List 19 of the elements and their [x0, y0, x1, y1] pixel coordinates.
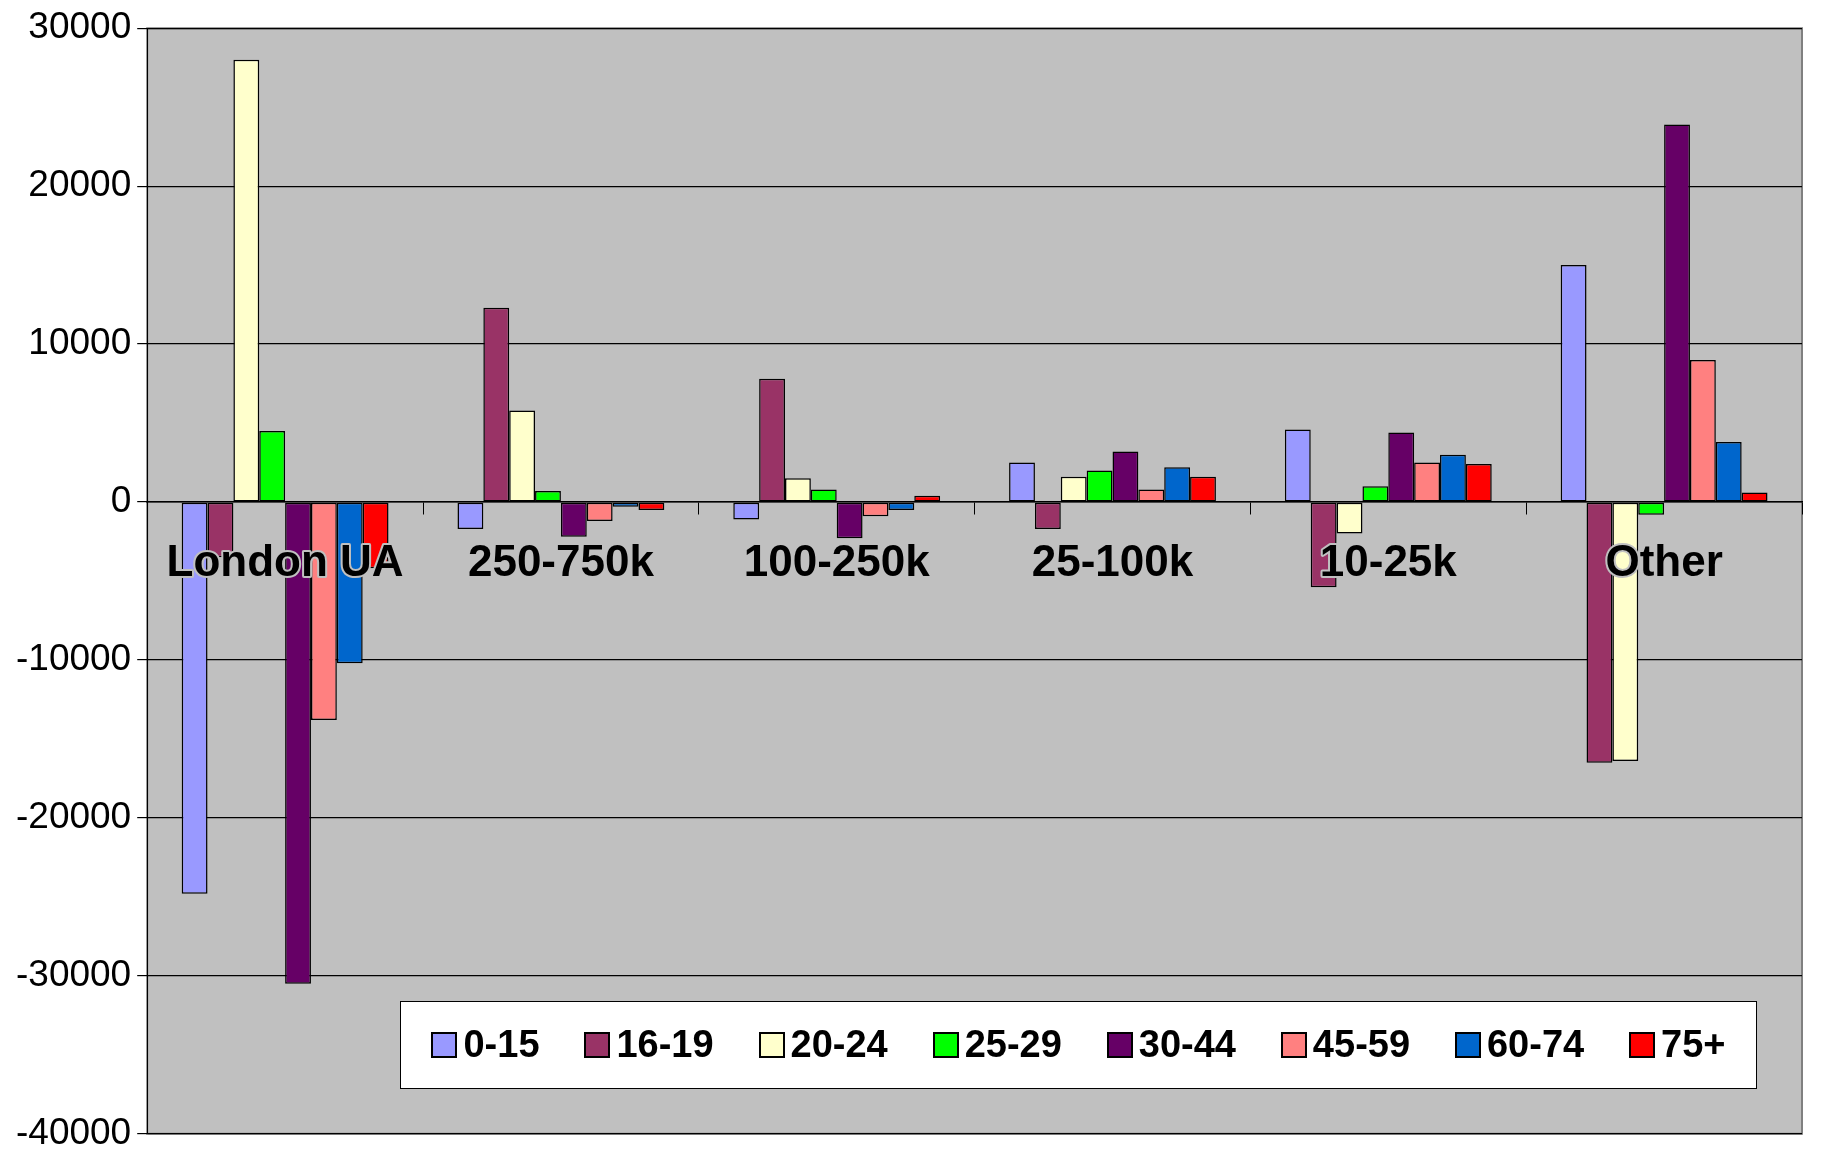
legend-label: 30-44	[1138, 1023, 1236, 1067]
legend-label: 45-59	[1312, 1023, 1411, 1067]
x-tick-label: 100-250k	[743, 536, 931, 586]
y-tick-label: 20000	[28, 163, 132, 205]
y-tick-label: -20000	[15, 795, 132, 837]
y-tick-label: 10000	[28, 321, 132, 363]
y-tick-label: 30000	[28, 5, 132, 47]
legend-label: 25-29	[964, 1023, 1062, 1067]
legend-label: 60-74	[1486, 1023, 1585, 1067]
legend-label: 20-24	[790, 1023, 888, 1067]
y-tick-label: -30000	[15, 953, 132, 995]
x-tick-label: 25-100k	[1031, 536, 1194, 586]
legend-label: 75+	[1661, 1023, 1726, 1067]
legend-label: 0-15	[463, 1023, 540, 1067]
legend-label: 16-19	[616, 1023, 714, 1067]
y-tick-label: -10000	[15, 637, 132, 679]
y-tick-label: 0	[110, 479, 132, 521]
x-tick-label: 250-750k	[467, 536, 655, 586]
y-tick-label: -40000	[15, 1111, 132, 1152]
